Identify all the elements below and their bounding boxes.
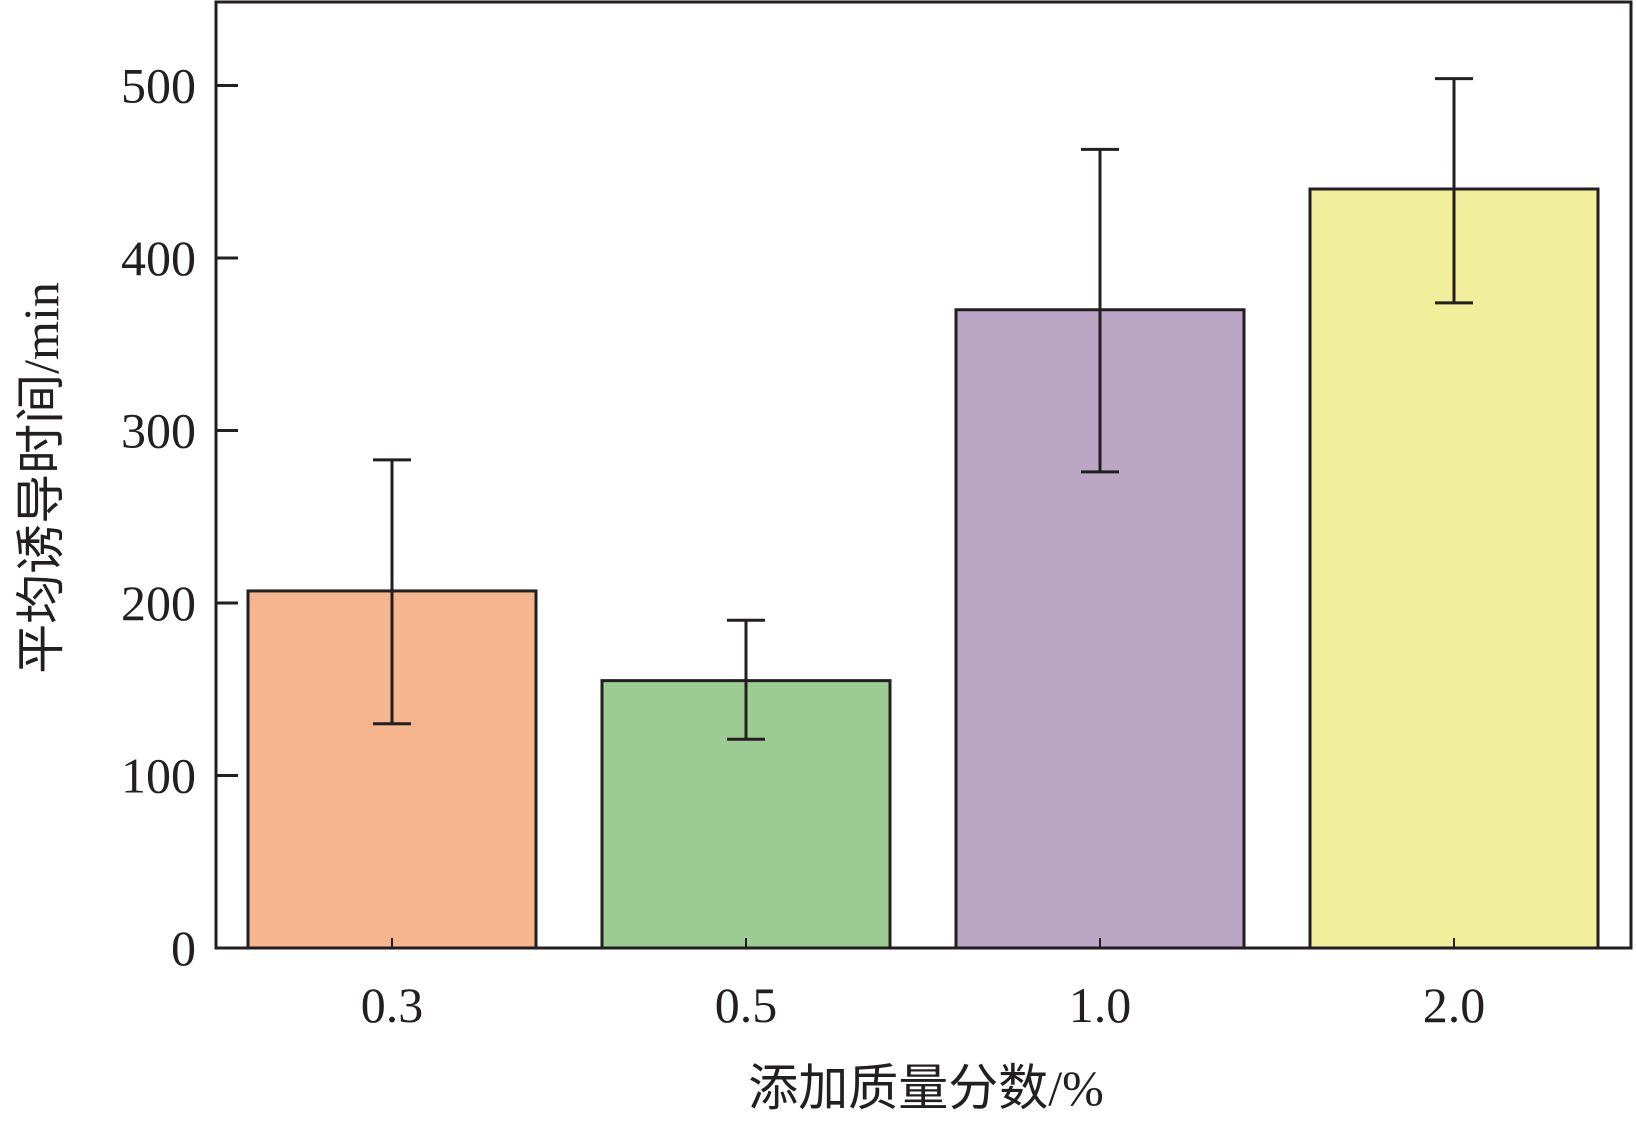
plot-frame bbox=[214, 0, 1633, 950]
bars-layer bbox=[246, 187, 1600, 950]
error-bar-2.0 bbox=[1435, 77, 1473, 305]
error-bars-layer bbox=[373, 77, 1473, 741]
x-tick-label: 1.0 bbox=[1069, 977, 1132, 1033]
x-tick-label: 0.3 bbox=[361, 977, 424, 1033]
axes-layer bbox=[214, 0, 1633, 950]
y-tick-label: 100 bbox=[121, 748, 196, 804]
error-bar-0.5 bbox=[727, 618, 765, 741]
error-bar-1.0 bbox=[1081, 147, 1119, 474]
error-bar-0.3 bbox=[373, 458, 411, 726]
x-tick-label: 2.0 bbox=[1423, 977, 1486, 1033]
y-tick-label: 0 bbox=[171, 920, 196, 976]
x-axis-title: 添加质量分数/% bbox=[748, 1060, 1104, 1116]
y-tick-label: 500 bbox=[121, 58, 196, 114]
bar-2.0 bbox=[1308, 187, 1600, 950]
x-tick-label: 0.5 bbox=[715, 977, 778, 1033]
y-tick-label: 200 bbox=[121, 575, 196, 631]
y-axis-title: 平均诱导时间/min bbox=[13, 282, 69, 674]
y-tick-label: 300 bbox=[121, 403, 196, 459]
y-tick-label: 400 bbox=[121, 230, 196, 286]
x-ticks: 0.3 0.5 1.0 2.0 bbox=[361, 938, 1486, 1033]
y-ticks: 0 100 200 300 400 500 bbox=[121, 58, 238, 976]
